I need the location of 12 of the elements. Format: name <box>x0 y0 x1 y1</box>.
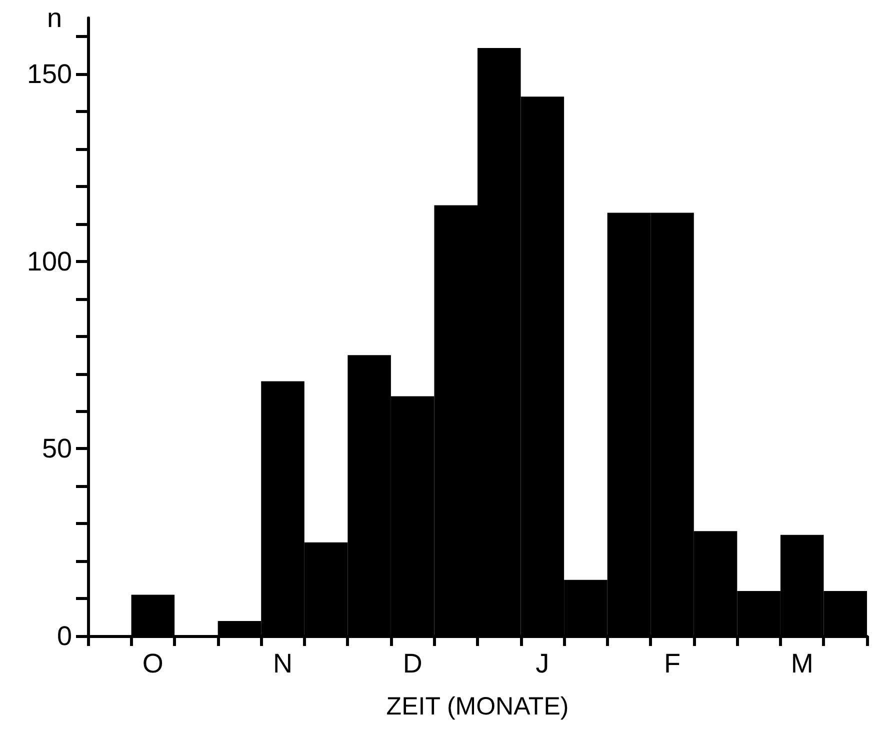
y-tick-label: 150 <box>26 59 72 90</box>
x-tick-label: M <box>790 648 814 678</box>
y-tick-label: 50 <box>42 434 72 464</box>
x-axis-title: ZEIT (MONATE) <box>386 692 569 720</box>
y-axis-title: n <box>46 3 62 33</box>
x-tick-label: O <box>142 648 164 678</box>
x-tick-label: N <box>273 648 292 678</box>
y-tick-label: 0 <box>56 621 72 651</box>
x-tick-label: F <box>664 648 680 678</box>
x-tick-label: D <box>402 648 422 678</box>
y-tick-label: 100 <box>26 246 72 276</box>
x-tick-label: J <box>536 648 550 678</box>
